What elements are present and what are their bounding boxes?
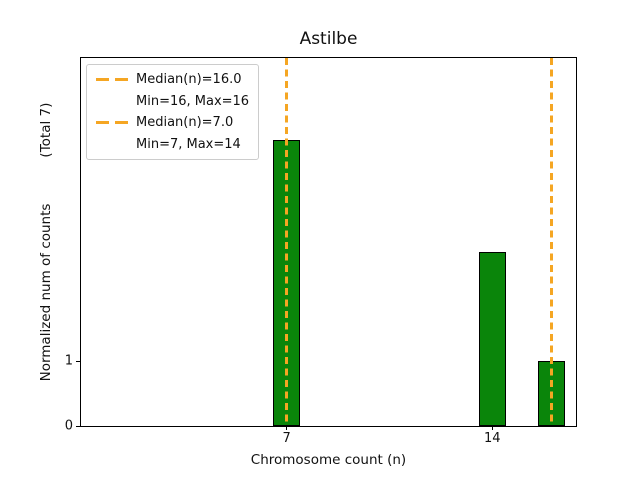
legend: Median(n)=16.0 Min=16, Max=16 Median(n)=7.… xyxy=(86,64,260,160)
median-line-7 xyxy=(285,58,289,426)
x-axis-label: Chromosome count (n) xyxy=(250,452,407,468)
legend-label: Min=16, Max=16 xyxy=(136,93,250,109)
orange-dashed-line-icon xyxy=(96,78,128,82)
legend-entry: Median(n)=16.0 xyxy=(96,69,249,91)
x-tick-label-7: 7 xyxy=(282,431,291,446)
y-tick-0 xyxy=(76,425,80,427)
x-tick-label-14: 14 xyxy=(483,431,501,446)
y-tick-label-0: 0 xyxy=(64,418,73,434)
legend-entry: Min=16, Max=16 xyxy=(96,91,249,113)
legend-entry: Min=7, Max=14 xyxy=(96,134,249,156)
legend-entry: Median(n)=7.0 xyxy=(96,112,249,134)
x-tick-14 xyxy=(491,426,493,430)
orange-dashed-line-icon xyxy=(96,121,128,125)
x-tick-7 xyxy=(286,426,288,430)
y-axis-label: Normalized num of counts (Total 7) xyxy=(38,103,54,382)
y-axis-label-total: (Total 7) xyxy=(38,102,54,158)
legend-label: Median(n)=16.0 xyxy=(136,72,242,88)
median-line-16 xyxy=(549,58,553,426)
legend-label: Median(n)=7.0 xyxy=(136,115,234,131)
y-tick-label-1: 1 xyxy=(64,353,73,369)
y-tick-1 xyxy=(76,360,80,362)
plot-area: Median(n)=16.0 Min=16, Max=16 Median(n)=7.… xyxy=(65,57,577,446)
bar-n14 xyxy=(478,252,506,426)
chart-title: Astilbe xyxy=(299,29,358,49)
y-axis-label-text: Normalized num of counts xyxy=(38,203,54,382)
legend-label: Min=7, Max=14 xyxy=(136,136,241,152)
